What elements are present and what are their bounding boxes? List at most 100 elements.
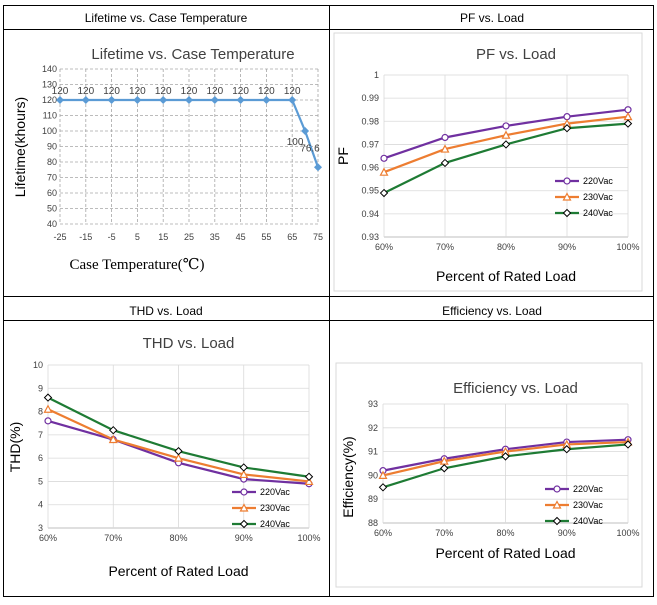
data-label: 120 xyxy=(232,86,249,97)
x-tick-label: 90% xyxy=(235,533,253,543)
table-divider-vertical xyxy=(329,5,330,597)
x-tick-label: 45 xyxy=(236,232,246,242)
data-point-230vac xyxy=(45,406,52,413)
x-tick-label: 80% xyxy=(497,242,515,252)
data-point xyxy=(185,96,193,104)
legend-label: 220Vac xyxy=(583,176,613,186)
x-tick-label: 90% xyxy=(558,242,576,252)
x-tick-label: 90% xyxy=(558,528,576,538)
x-axis-label: Percent of Rated Load xyxy=(435,545,575,561)
lifetime-chart: Lifetime vs. Case Temperature 40 50 60 70 80 9… xyxy=(8,32,326,294)
data-label: 120 xyxy=(77,86,94,97)
y-tick-label: 1 xyxy=(374,70,379,80)
y-tick-label: 0.93 xyxy=(361,232,379,242)
x-tick-label: 55 xyxy=(261,232,271,242)
caption-pf: PF vs. Load xyxy=(330,11,654,25)
x-tick-label: 15 xyxy=(158,232,168,242)
x-tick-label: -5 xyxy=(108,232,116,242)
legend-label: 240Vac xyxy=(260,519,290,529)
y-tick-label: 0.96 xyxy=(361,163,379,173)
x-tick-label: 60% xyxy=(39,533,57,543)
x-tick-label: 70% xyxy=(435,528,453,538)
y-tick-label: 50 xyxy=(47,204,57,214)
data-point-220vac xyxy=(625,107,631,113)
x-tick-label: 100% xyxy=(616,528,639,538)
y-axis-label: Efficiency(%) xyxy=(340,436,356,517)
data-label: 120 xyxy=(284,86,301,97)
legend-marker xyxy=(241,489,247,495)
legend-label: 230Vac xyxy=(573,500,603,510)
data-point-240vac xyxy=(442,159,449,166)
legend-label: 240Vac xyxy=(573,516,603,526)
data-point xyxy=(82,96,90,104)
data-label: 76.6 xyxy=(300,143,320,154)
data-point xyxy=(237,96,245,104)
chart-title: THD vs. Load xyxy=(143,335,235,352)
data-point xyxy=(56,96,64,104)
data-point xyxy=(159,96,167,104)
chart-title: PF vs. Load xyxy=(476,46,556,63)
y-tick-label: 7 xyxy=(38,430,43,440)
chart-title: Efficiency vs. Load xyxy=(453,380,578,397)
data-point-220vac xyxy=(503,123,509,129)
data-point xyxy=(288,96,296,104)
chart-frame xyxy=(334,33,642,291)
y-tick-label: 88 xyxy=(368,518,378,528)
data-label: 120 xyxy=(103,86,120,97)
legend-marker xyxy=(554,486,560,492)
y-axis-label: THD(%) xyxy=(8,422,23,473)
y-tick-label: 4 xyxy=(38,500,43,510)
y-tick-label: 6 xyxy=(38,453,43,463)
y-tick-label: 10 xyxy=(33,360,43,370)
data-label: 120 xyxy=(52,86,69,97)
x-tick-label: 35 xyxy=(210,232,220,242)
x-tick-label: 100% xyxy=(616,242,639,252)
y-tick-label: 110 xyxy=(43,111,57,121)
legend-marker xyxy=(564,210,571,217)
x-tick-label: 25 xyxy=(184,232,194,242)
y-axis-label: PF xyxy=(335,147,351,165)
x-tick-label: 60% xyxy=(375,242,393,252)
x-tick-label: -25 xyxy=(53,232,66,242)
y-tick-label: 0.98 xyxy=(361,116,379,126)
y-tick-label: 40 xyxy=(47,219,57,229)
data-label: 120 xyxy=(129,86,146,97)
legend-label: 230Vac xyxy=(260,503,290,513)
x-tick-label: 65 xyxy=(287,232,297,242)
legend-label: 220Vac xyxy=(573,484,603,494)
legend-label: 230Vac xyxy=(583,192,613,202)
table-divider-h1 xyxy=(3,29,654,30)
data-point-220vac xyxy=(45,418,51,424)
data-point-240vac xyxy=(240,464,247,471)
x-tick-label: 100% xyxy=(297,533,320,543)
y-tick-label: 60 xyxy=(47,188,57,198)
y-tick-label: 3 xyxy=(38,523,43,533)
x-tick-label: 75 xyxy=(313,232,323,242)
data-label: 120 xyxy=(181,86,198,97)
chart-title: Lifetime vs. Case Temperature xyxy=(91,46,294,63)
x-tick-label: 70% xyxy=(104,533,122,543)
x-tick-label: -15 xyxy=(79,232,92,242)
data-point-240vac xyxy=(503,141,510,148)
data-point xyxy=(108,96,116,104)
y-tick-label: 92 xyxy=(368,423,378,433)
y-tick-label: 9 xyxy=(38,383,43,393)
x-tick-label: 60% xyxy=(374,528,392,538)
data-point xyxy=(262,96,270,104)
caption-efficiency: Efficiency vs. Load xyxy=(330,304,654,318)
y-tick-label: 5 xyxy=(38,476,43,486)
y-tick-label: 89 xyxy=(368,494,378,504)
caption-lifetime: Lifetime vs. Case Temperature xyxy=(3,11,329,25)
data-point-240vac xyxy=(175,448,182,455)
efficiency-chart: Efficiency vs. Load 88 89 90 91 92 93 60% 70% 80%… xyxy=(333,323,651,593)
x-tick-label: 5 xyxy=(135,232,140,242)
legend-marker xyxy=(241,521,248,528)
y-tick-label: 8 xyxy=(38,407,43,417)
data-point xyxy=(314,163,322,171)
y-tick-label: 0.95 xyxy=(361,186,379,196)
x-axis-label: Percent of Rated Load xyxy=(436,268,576,284)
thd-chart: THD vs. Load34567891060% 70% 80% 90% 100%Per… xyxy=(8,323,326,593)
y-tick-label: 90 xyxy=(47,142,57,152)
y-tick-label: 91 xyxy=(368,447,378,457)
pf-chart: PF vs. Load0.930.940.950.960.970.980.991… xyxy=(333,32,651,294)
